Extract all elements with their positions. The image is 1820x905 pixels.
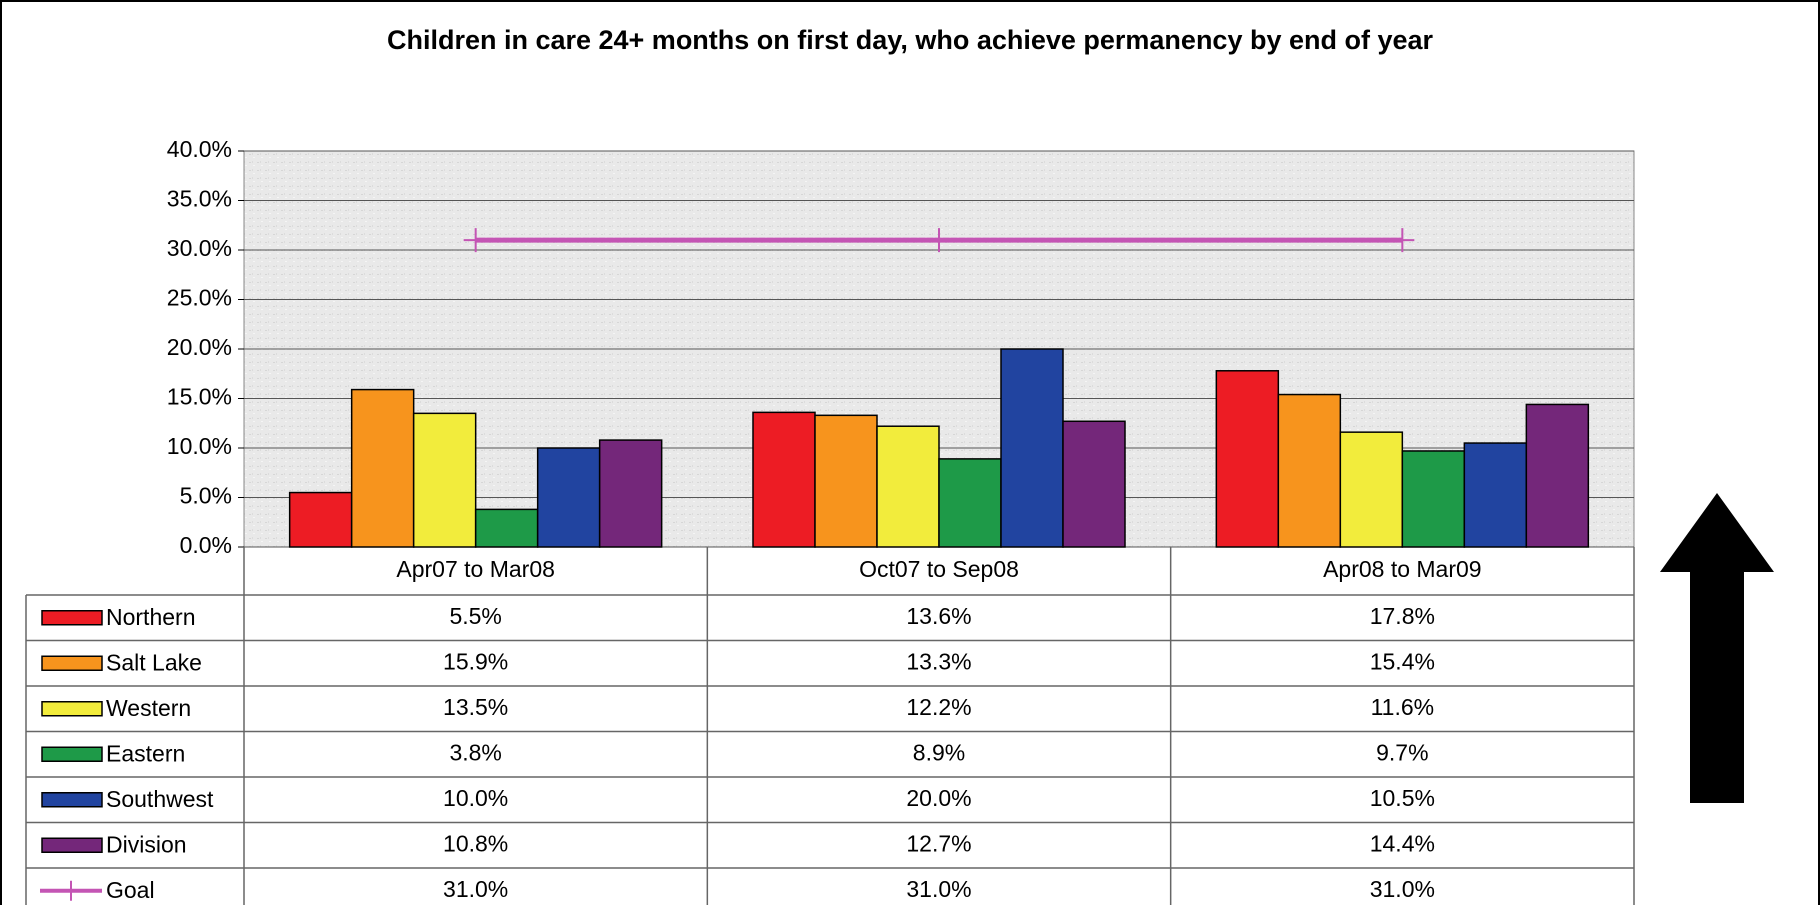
bar	[876, 425, 940, 548]
table-value: 10.0%	[443, 785, 508, 811]
y-tick-label: 0.0%	[180, 532, 232, 558]
table-value: 3.8%	[449, 739, 501, 765]
table-value: 31.0%	[1370, 876, 1435, 902]
y-tick-label: 10.0%	[167, 433, 232, 459]
bar	[1401, 450, 1466, 548]
chart-title: Children in care 24+ months on first day…	[387, 25, 1434, 55]
x-tick-label: Apr07 to Mar08	[396, 556, 555, 582]
bar	[1277, 393, 1342, 548]
y-tick-label: 35.0%	[167, 186, 232, 212]
legend-swatch	[41, 701, 103, 717]
legend-swatch	[41, 655, 103, 671]
legend-label: Northern	[106, 604, 195, 630]
legend-label: Division	[106, 831, 187, 857]
legend-label: Eastern	[106, 740, 185, 766]
bar	[1062, 420, 1126, 548]
table-value: 8.9%	[913, 739, 965, 765]
table-value: 12.7%	[906, 830, 971, 856]
bar	[598, 439, 663, 548]
bar	[412, 412, 477, 548]
table-value: 17.8%	[1370, 603, 1435, 629]
table-value: 12.2%	[906, 694, 971, 720]
goal-marker	[463, 228, 488, 253]
legend-label: Salt Lake	[106, 649, 202, 675]
y-tick-label: 20.0%	[167, 334, 232, 360]
x-tick-label: Apr08 to Mar09	[1323, 556, 1482, 582]
bar	[474, 508, 539, 548]
table-value: 10.8%	[443, 830, 508, 856]
table-value: 13.5%	[443, 694, 508, 720]
legend-swatch	[41, 792, 103, 808]
goal-marker	[927, 228, 951, 253]
goal-marker	[1390, 228, 1415, 253]
bar	[814, 414, 878, 548]
legend-swatch	[41, 610, 103, 626]
table-value: 5.5%	[449, 603, 501, 629]
y-tick-label: 25.0%	[167, 285, 232, 311]
up-arrow	[1660, 493, 1774, 803]
table-value: 11.6%	[1371, 694, 1435, 720]
table-value: 13.3%	[906, 648, 971, 674]
legend-swatch	[41, 837, 103, 853]
table-value: 31.0%	[906, 876, 971, 902]
legend-swatch	[41, 746, 103, 762]
y-tick-label: 5.0%	[180, 483, 232, 509]
bar	[1339, 431, 1404, 548]
legend-label: Southwest	[106, 786, 214, 812]
y-tick-label: 15.0%	[167, 384, 232, 410]
table-value: 20.0%	[906, 785, 971, 811]
bar	[1000, 348, 1064, 548]
y-tick-label: 40.0%	[167, 136, 232, 162]
bar	[536, 447, 601, 548]
bar	[350, 388, 415, 548]
table-value: 15.9%	[443, 648, 508, 674]
bar	[1463, 442, 1528, 548]
table-value: 13.6%	[906, 603, 971, 629]
legend-label: Goal	[106, 877, 155, 903]
table-value: 9.7%	[1376, 739, 1428, 765]
bar	[288, 491, 353, 548]
bar	[752, 411, 816, 548]
table-value: 31.0%	[443, 876, 508, 902]
table-value: 15.4%	[1370, 648, 1435, 674]
legend-label: Western	[106, 695, 191, 721]
bar	[938, 458, 1002, 548]
bar	[1525, 403, 1590, 548]
bar	[1215, 370, 1280, 548]
table-value: 14.4%	[1370, 830, 1435, 856]
y-tick-label: 30.0%	[167, 235, 232, 261]
x-tick-label: Oct07 to Sep08	[859, 556, 1019, 582]
table-value: 10.5%	[1370, 785, 1435, 811]
